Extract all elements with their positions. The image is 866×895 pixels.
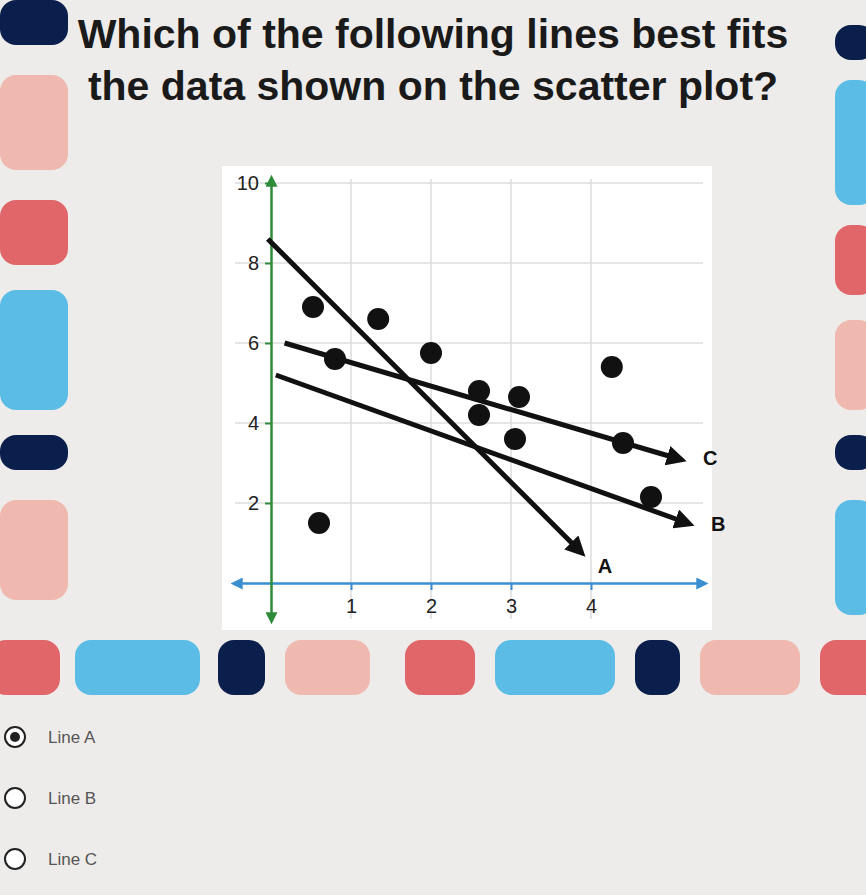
decoration	[0, 0, 68, 45]
decorations	[0, 0, 866, 695]
decoration	[700, 640, 800, 695]
decoration	[635, 640, 680, 695]
y-axis: 2 4 6 8 10	[237, 172, 272, 620]
decoration	[405, 640, 475, 695]
decoration	[0, 640, 60, 695]
point	[367, 308, 389, 330]
decoration	[0, 290, 68, 410]
line-labels: A B C	[598, 447, 726, 577]
grid-line	[590, 179, 592, 619]
grid-line	[235, 182, 703, 184]
line-label: C	[703, 447, 717, 469]
decoration	[285, 640, 370, 695]
grid-line	[235, 262, 703, 264]
point	[420, 342, 442, 364]
x-tick: 3	[506, 583, 517, 617]
x-tick: 2	[426, 583, 437, 617]
y-tick: 4	[248, 412, 271, 434]
option[interactable]: Line B	[5, 788, 96, 808]
decoration	[835, 435, 866, 470]
y-tick: 8	[248, 252, 271, 274]
y-tick-label: 10	[237, 172, 259, 194]
line-label: A	[598, 555, 612, 577]
decoration	[0, 75, 68, 170]
line-label: B	[711, 513, 725, 535]
x-tick-mark	[511, 583, 513, 590]
decoration	[0, 435, 68, 470]
radio[interactable]	[5, 849, 25, 869]
x-tick: 1	[346, 583, 357, 617]
point	[302, 296, 324, 318]
option[interactable]: Line A	[5, 727, 96, 747]
decoration	[835, 25, 866, 60]
y-tick: 6	[248, 332, 271, 354]
radio[interactable]	[5, 727, 25, 747]
decoration	[495, 640, 615, 695]
point	[508, 386, 530, 408]
chart-background	[222, 166, 712, 630]
x-axis: 1 2 3 4	[236, 583, 704, 617]
decoration	[0, 200, 68, 265]
plot-area	[268, 239, 687, 551]
x-tick-label: 4	[586, 595, 597, 617]
fit-line	[268, 239, 580, 551]
decoration	[835, 500, 866, 615]
radio-dot	[10, 732, 20, 742]
y-tick: 2	[248, 492, 271, 514]
decoration	[835, 225, 866, 295]
y-tick: 10	[237, 172, 271, 194]
fit-line	[276, 375, 687, 523]
y-tick-mark	[265, 423, 271, 425]
title-line: Which of the following lines best fits	[78, 11, 789, 57]
x-tick-mark	[431, 583, 433, 590]
y-tick-mark	[265, 503, 271, 505]
decoration	[835, 80, 866, 205]
x-tick-label: 2	[426, 595, 437, 617]
option[interactable]: Line C	[5, 849, 97, 869]
decoration	[835, 320, 866, 410]
decoration	[75, 640, 200, 695]
point	[504, 428, 526, 450]
grid-line	[235, 342, 703, 344]
title-line: the data shown on the scatter plot?	[88, 63, 778, 109]
radio[interactable]	[5, 788, 25, 808]
x-tick-label: 3	[506, 595, 517, 617]
y-tick-mark	[265, 263, 271, 265]
x-tick-label: 1	[346, 595, 357, 617]
decoration	[218, 640, 265, 695]
decoration	[0, 500, 68, 600]
option-label[interactable]: Line A	[48, 728, 96, 747]
grid	[235, 179, 703, 619]
page: Which of the following lines best fits th…	[0, 0, 866, 895]
y-tick-mark	[265, 343, 271, 345]
x-tick-mark	[591, 583, 593, 590]
y-tick-label: 2	[248, 492, 259, 514]
decoration	[820, 640, 866, 695]
x-tick-mark	[351, 583, 353, 590]
point	[468, 404, 490, 426]
grid-line	[350, 179, 352, 619]
title: Which of the following lines best fits th…	[78, 11, 789, 109]
option-label[interactable]: Line C	[48, 850, 97, 869]
x-axis-line	[236, 582, 704, 585]
option-label[interactable]: Line B	[48, 789, 96, 808]
y-tick-mark	[265, 183, 271, 185]
grid-line	[235, 422, 703, 424]
y-tick-label: 6	[248, 332, 259, 354]
answer-options: Line A Line B Line C	[5, 727, 97, 869]
point	[601, 356, 623, 378]
point	[308, 512, 330, 534]
y-tick-label: 8	[248, 252, 259, 274]
fit-line	[285, 343, 679, 459]
y-tick-label: 4	[248, 412, 259, 434]
x-tick: 4	[586, 583, 597, 617]
